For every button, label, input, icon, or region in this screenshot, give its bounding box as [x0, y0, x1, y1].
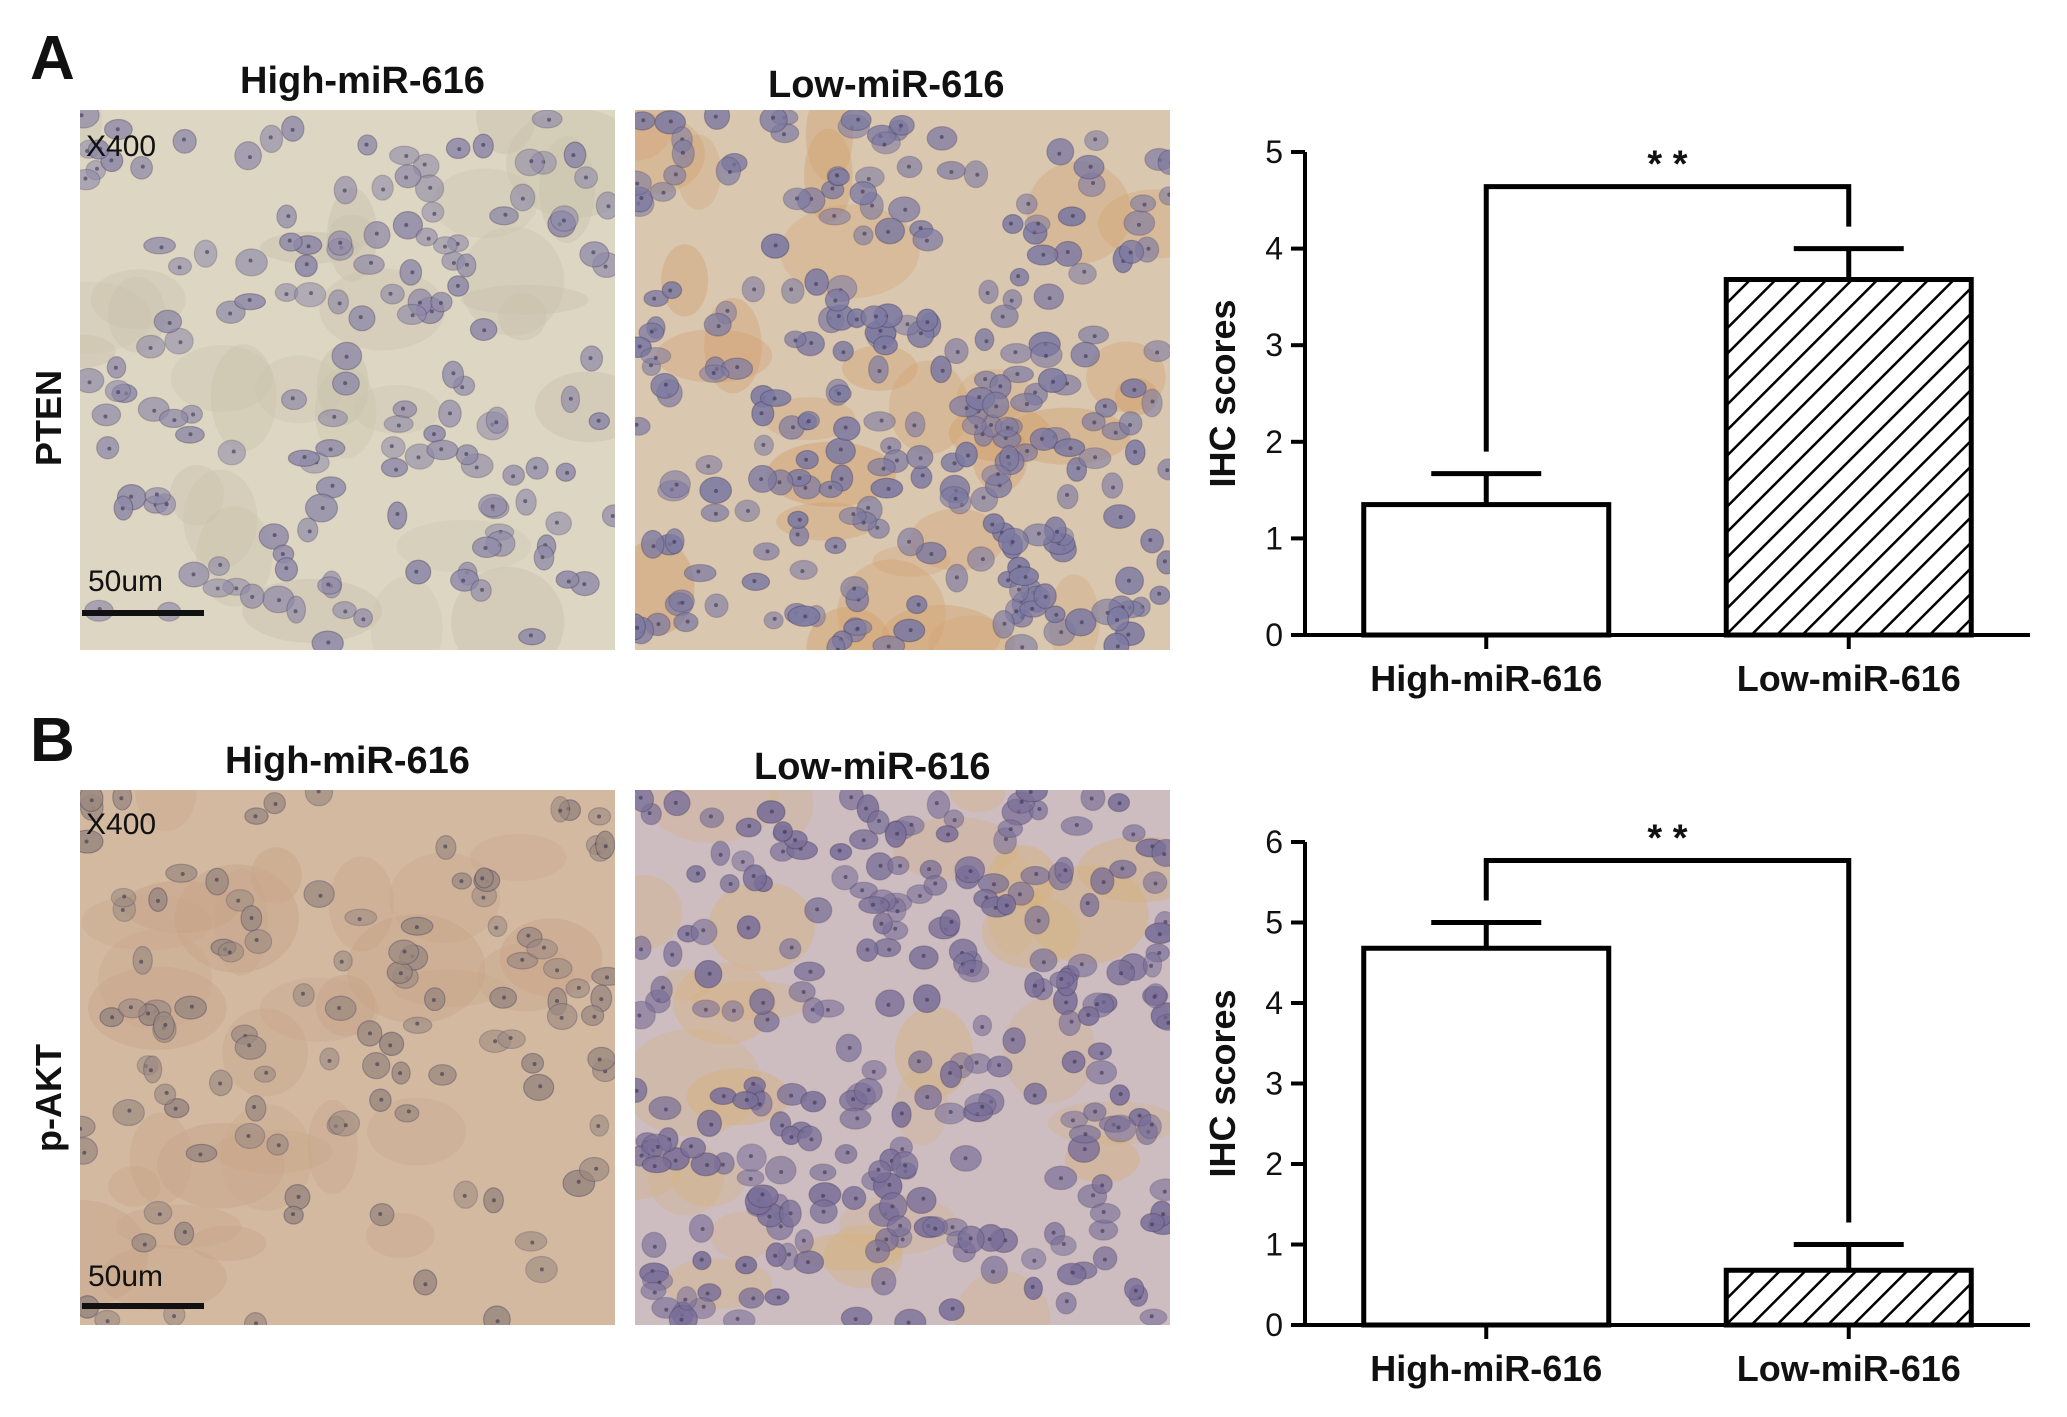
y-axis-label: IHC scores	[1202, 989, 1243, 1177]
scale-bar-a	[82, 610, 204, 616]
panel-letter-a: A	[30, 24, 75, 93]
significance-bracket	[1483, 184, 1852, 452]
magnification-label-b: X400	[86, 808, 157, 841]
chart-pten-svg: 0 1 2 3 4 5 IHC scores High-miR-616 Low-miR-616 *…	[1202, 134, 2030, 699]
x-tick-label: High-miR-616	[1370, 658, 1602, 699]
y-tick-label: 2	[1265, 1146, 1283, 1182]
tissue-texture	[80, 110, 615, 650]
y-tick-label: 3	[1265, 327, 1283, 363]
bar	[1723, 1267, 1974, 1328]
panel-letter-b: B	[30, 706, 75, 775]
x-tick-label: Low-miR-616	[1737, 658, 1961, 699]
micrograph-pakt-high	[80, 790, 615, 1325]
y-tick-label: 6	[1265, 824, 1283, 860]
significance-bracket	[1483, 858, 1852, 1223]
scale-bar-label-a: 50um	[88, 565, 164, 598]
micrograph-pakt-low	[635, 790, 1170, 1325]
chart-pakt-svg: 0 1 2 3 4 5 6 IHC scores High-miR-616 Low-miR-616…	[1202, 818, 2030, 1389]
scale-bar-label-b: 50um	[88, 1260, 164, 1293]
row-label-pten: PTEN	[28, 370, 69, 467]
y-tick-label: 4	[1265, 231, 1283, 267]
y-tick-label: 3	[1265, 1066, 1283, 1102]
image-title-a-high: High-miR-616	[240, 60, 485, 102]
magnification-label-a: X400	[86, 130, 157, 163]
y-tick-label: 2	[1265, 424, 1283, 460]
row-label-pakt: p-AKT	[28, 1044, 69, 1152]
image-title-b-high: High-miR-616	[225, 740, 470, 782]
image-title-b-low: Low-miR-616	[754, 746, 991, 788]
significance-label: * *	[1647, 818, 1687, 860]
tissue-texture	[635, 790, 1170, 1325]
bar	[1361, 945, 1612, 1328]
x-tick-label: Low-miR-616	[1737, 1348, 1961, 1389]
y-tick-label: 0	[1265, 617, 1283, 653]
micrograph-pten-low	[635, 110, 1170, 650]
x-tick-label: High-miR-616	[1370, 1348, 1602, 1389]
y-tick-label: 4	[1265, 985, 1283, 1021]
image-title-a-low: Low-miR-616	[768, 64, 1005, 106]
y-tick-label: 1	[1265, 1227, 1283, 1263]
y-axis-label: IHC scores	[1202, 299, 1243, 487]
scale-bar-b	[82, 1303, 204, 1309]
micrograph-pten-high	[80, 110, 615, 650]
y-tick-label: 5	[1265, 134, 1283, 170]
tissue-texture	[635, 110, 1170, 650]
significance-label: * *	[1647, 144, 1687, 186]
bar	[1723, 277, 1974, 638]
y-tick-label: 5	[1265, 905, 1283, 941]
y-tick-label: 0	[1265, 1307, 1283, 1343]
tissue-texture	[80, 790, 615, 1325]
bar	[1361, 502, 1612, 638]
chart-pakt-ihc: 0 1 2 3 4 5 6 IHC scores High-miR-616 Low-miR-616…	[1190, 790, 2050, 1410]
chart-pten-ihc: 0 1 2 3 4 5 IHC scores High-miR-616 Low-miR-616 *…	[1190, 100, 2050, 720]
y-tick-label: 1	[1265, 520, 1283, 556]
